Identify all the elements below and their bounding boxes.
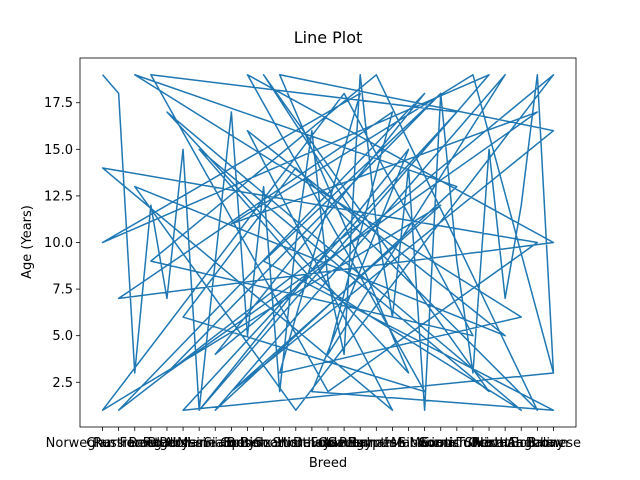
y-axis-label: Age (Years) xyxy=(20,205,35,279)
x-tick-label: Scottish Fold xyxy=(254,436,337,451)
line-series xyxy=(101,74,555,411)
x-tick-label: Manx xyxy=(391,436,426,451)
x-tick-label: Chartreux xyxy=(86,436,151,451)
x-tick-label: Egyptian Mau xyxy=(348,436,437,451)
chart-title: Line Plot xyxy=(294,28,363,47)
x-tick-label: Siberian xyxy=(398,436,451,451)
x-tick-label: Bombay xyxy=(511,436,565,451)
x-tick-label: Burmese xyxy=(347,436,405,451)
x-tick-label: Maine Coon xyxy=(177,436,253,451)
x-axis-label: Breed xyxy=(309,456,347,471)
x-tick-label: Turkish Angora xyxy=(456,436,553,451)
x-tick-label: Sphynx xyxy=(223,436,272,451)
x-tick-label: Himalayan xyxy=(277,436,347,451)
x-tick-label: Russian Blue xyxy=(93,436,176,451)
y-tick-label: 5.0 xyxy=(52,329,73,344)
x-tick-label: Ocicat xyxy=(468,436,509,451)
x-tick-label: Persian xyxy=(159,436,206,451)
plot-frame xyxy=(79,57,577,428)
x-tick-label: Siamese xyxy=(204,436,259,451)
x-tick-label: Ragdoll xyxy=(143,436,191,451)
y-tick-label: 15.0 xyxy=(44,143,73,158)
y-tick-label: 10.0 xyxy=(44,236,73,251)
x-tick-label: Birman xyxy=(240,436,287,451)
x-tick-label: Savannah xyxy=(328,436,393,451)
x-tick-label: Devon Rex xyxy=(293,436,363,451)
y-tick-label: 7.5 xyxy=(52,283,73,298)
x-tick-label: Somali xyxy=(419,436,463,451)
y-tick-label: 17.5 xyxy=(44,96,73,111)
y-tick-label: 12.5 xyxy=(44,189,73,204)
x-tick-label: Cornish Rex xyxy=(418,436,495,451)
x-tick-label: Bengal xyxy=(128,436,173,451)
x-tick-label: Norwegian Forest xyxy=(46,436,160,451)
x-tick-label: Balinese xyxy=(526,436,581,451)
y-tick-label: 2.5 xyxy=(52,376,73,391)
x-tick-label: Oriental xyxy=(318,436,370,451)
x-tick-label: Abyssinian xyxy=(164,436,234,451)
x-tick-label: British Shorthair xyxy=(227,436,333,451)
x-tick-label: Exotic Shorthair xyxy=(421,436,525,451)
x-tick-label: Havana Brown xyxy=(474,436,569,451)
